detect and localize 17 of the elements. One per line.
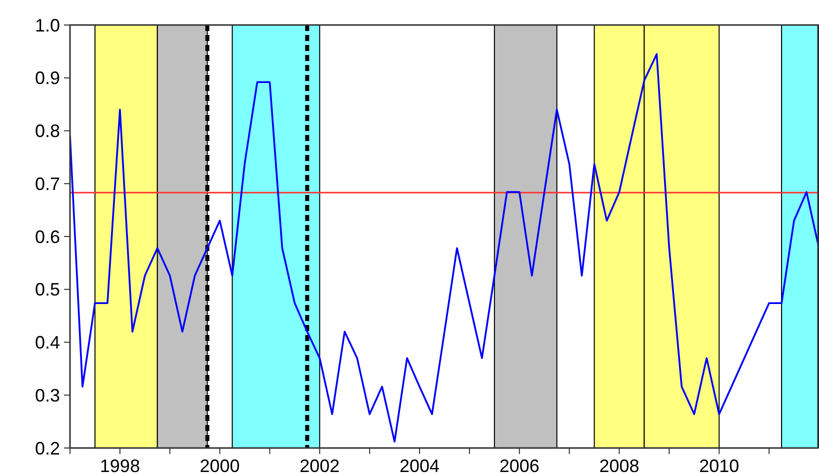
y-tick-label: 0.4 — [34, 332, 60, 353]
x-tick-label: 2000 — [200, 456, 240, 476]
x-tick-label: 1998 — [100, 456, 140, 476]
y-tick-label: 0.7 — [34, 174, 60, 194]
y-tick-label: 1.0 — [34, 15, 60, 36]
x-tick-label: 2010 — [699, 456, 740, 476]
y-tick-label: 0.2 — [34, 438, 60, 458]
y-tick-label: 0.8 — [34, 121, 60, 142]
x-tick-label: 2008 — [599, 456, 640, 476]
line-series — [70, 53, 819, 443]
y-tick-label: 0.9 — [34, 68, 60, 88]
y-tick-label: 0.6 — [34, 226, 60, 247]
x-tick-label: 2006 — [499, 456, 540, 476]
y-tick-label: 0.5 — [34, 280, 60, 300]
x-tick-label: 2004 — [400, 456, 440, 476]
y-tick-label: 0.3 — [34, 385, 60, 406]
x-tick-label: 2002 — [300, 456, 340, 476]
